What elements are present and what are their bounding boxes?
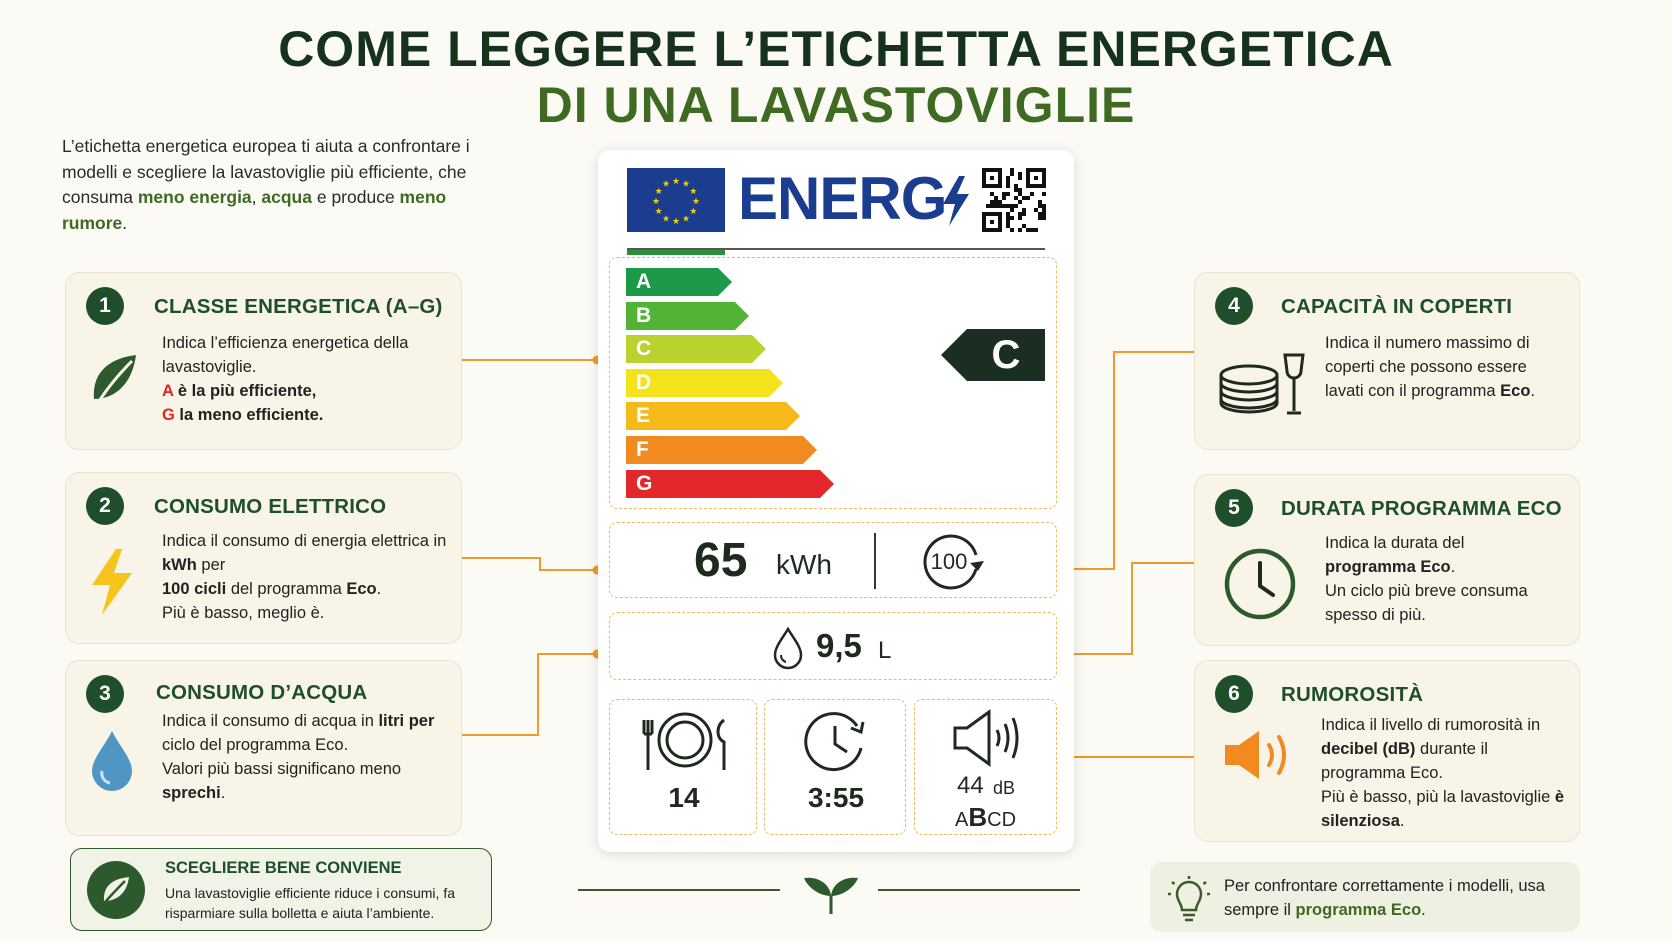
card-title: DURATA PROGRAMMA ECO: [1281, 497, 1562, 520]
selected-class-arrow: [941, 329, 1045, 381]
selected-class: C: [991, 332, 1021, 377]
tip-choose-well: SCEGLIERE BENE CONVIENE Una lavastovigli…: [70, 848, 492, 931]
energy-class-letter: F: [636, 438, 649, 461]
duration-box: 3:55: [764, 699, 906, 835]
card-place-settings: 4 CAPACITÀ IN COPERTI Indica il numero m…: [1194, 272, 1580, 450]
energy-class-letter: A: [636, 270, 652, 293]
water-consumption-box: 9,5 L: [609, 612, 1057, 680]
lightning-icon: [92, 549, 132, 615]
card-water-consumption: 3 CONSUMO D’ACQUA Indica il consumo di a…: [65, 660, 462, 836]
card-description: Indica il livello di rumorosità in decib…: [1321, 716, 1565, 830]
noise-value: 44: [957, 772, 984, 799]
noise-box: 44 dB ABCD: [914, 699, 1057, 835]
svg-text:★: ★: [689, 186, 697, 196]
leaf-icon: [90, 355, 136, 414]
step-number: 6: [1215, 675, 1253, 713]
card-title: CONSUMO D’ACQUA: [156, 681, 368, 704]
card-title: CLASSE ENERGETICA (A–G): [154, 295, 443, 318]
leaf-circle-icon: [87, 861, 145, 919]
eu-flag: ★ ★ ★ ★ ★ ★ ★ ★ ★ ★ ★ ★: [627, 168, 725, 232]
card-noise: 6 RUMOROSITÀ Indica il livello di rumoro…: [1194, 660, 1580, 842]
svg-text:★: ★: [692, 196, 700, 206]
divider-left: [578, 889, 780, 891]
card-title: RUMOROSITÀ: [1281, 683, 1424, 706]
tip-text: Una lavastoviglie efficiente riduce i co…: [165, 885, 456, 921]
svg-text:★: ★: [655, 186, 663, 196]
card-description: Indica l’efficienza energetica della lav…: [162, 334, 409, 424]
energy-class-letter: G: [636, 471, 653, 495]
card-description: Indica il consumo di acqua in litri per …: [162, 712, 435, 802]
step-number: 3: [86, 675, 124, 713]
svg-text:★: ★: [682, 213, 690, 223]
energy-bolt-icon: [943, 176, 969, 226]
speaker-icon: [1225, 731, 1286, 779]
energy-label-brand: ENERG: [738, 165, 947, 232]
noise-unit: dB: [993, 778, 1016, 798]
clock-cycle-icon: [804, 712, 865, 772]
step-number: 1: [86, 287, 124, 325]
card-eco-duration: 5 DURATA PROGRAMMA ECO Indica la durata …: [1194, 474, 1580, 646]
noise-class-scale: ABCD: [955, 802, 1017, 832]
svg-text:★: ★: [662, 213, 670, 223]
card-description: Indica il numero massimo di coperti che …: [1325, 334, 1536, 400]
speaker-outline-icon: [953, 709, 1019, 767]
energy-value: 65: [694, 534, 748, 587]
card-description: Indica il consumo di energia elettrica i…: [162, 532, 447, 622]
svg-text:★: ★: [689, 206, 697, 216]
water-drop-icon: [92, 731, 132, 791]
svg-text:★: ★: [662, 179, 670, 189]
qr-code-icon: [982, 168, 1046, 232]
energy-class-letter: D: [636, 370, 652, 394]
card-description: Indica la durata del programma Eco. Un c…: [1325, 534, 1528, 624]
svg-text:★: ★: [682, 179, 690, 189]
energy-class-letter: E: [636, 404, 651, 428]
plates-glass-icon: [1219, 353, 1305, 415]
page-subtitle: DI UNA LAVASTOVIGLIE: [536, 77, 1136, 133]
sprout-icon: [804, 877, 858, 914]
svg-text:★: ★: [655, 206, 663, 216]
lightbulb-icon: [1168, 876, 1210, 922]
card-title: CAPACITÀ IN COPERTI: [1281, 295, 1513, 318]
divider-right: [878, 889, 1080, 891]
clock-icon: [1224, 548, 1296, 620]
page-title: COME LEGGERE L’ETICHETTA ENERGETICA: [278, 21, 1394, 77]
card-energy-class: 1 CLASSE ENERGETICA (A–G) Indica l’effic…: [65, 272, 462, 450]
intro-text: L’etichetta energetica europea ti aiuta …: [62, 136, 470, 233]
place-settings-box: 14: [609, 699, 757, 835]
step-number: 2: [86, 487, 124, 525]
card-energy-consumption: 2 CONSUMO ELETTRICO Indica il consumo di…: [65, 472, 462, 644]
svg-text:★: ★: [652, 196, 660, 206]
place-settings-value: 14: [668, 782, 700, 813]
water-value: 9,5: [816, 627, 862, 664]
energy-class-letter: B: [636, 303, 652, 327]
svg-text:★: ★: [672, 216, 680, 226]
cycles-value: 100: [930, 549, 968, 574]
duration-value: 3:55: [807, 782, 865, 813]
cycle-arrow-icon: [923, 534, 984, 590]
tip-eco-program: Per confrontare correttamente i modelli,…: [1150, 862, 1580, 932]
water-unit: L: [878, 637, 892, 664]
svg-text:★: ★: [672, 176, 680, 186]
water-drop-outline-icon: [773, 626, 803, 670]
tip-text: Per confrontare correttamente i modelli,…: [1224, 877, 1545, 919]
card-title: CONSUMO ELETTRICO: [154, 495, 387, 518]
step-number: 4: [1215, 287, 1253, 325]
header-rule-accent: [627, 250, 725, 255]
step-number: 5: [1215, 489, 1253, 527]
energy-divider: [874, 533, 876, 589]
energy-consumption-box: 65 kWh 100: [609, 522, 1057, 598]
header-rule: [627, 248, 1045, 250]
eu-stars-icon: ★★★★★★★★★ ★ ★★: [652, 176, 700, 226]
plate-cutlery-icon: [642, 712, 726, 770]
tip-title: SCEGLIERE BENE CONVIENE: [165, 859, 402, 877]
energy-unit: kWh: [776, 549, 832, 580]
energy-class-letter: C: [636, 337, 652, 361]
